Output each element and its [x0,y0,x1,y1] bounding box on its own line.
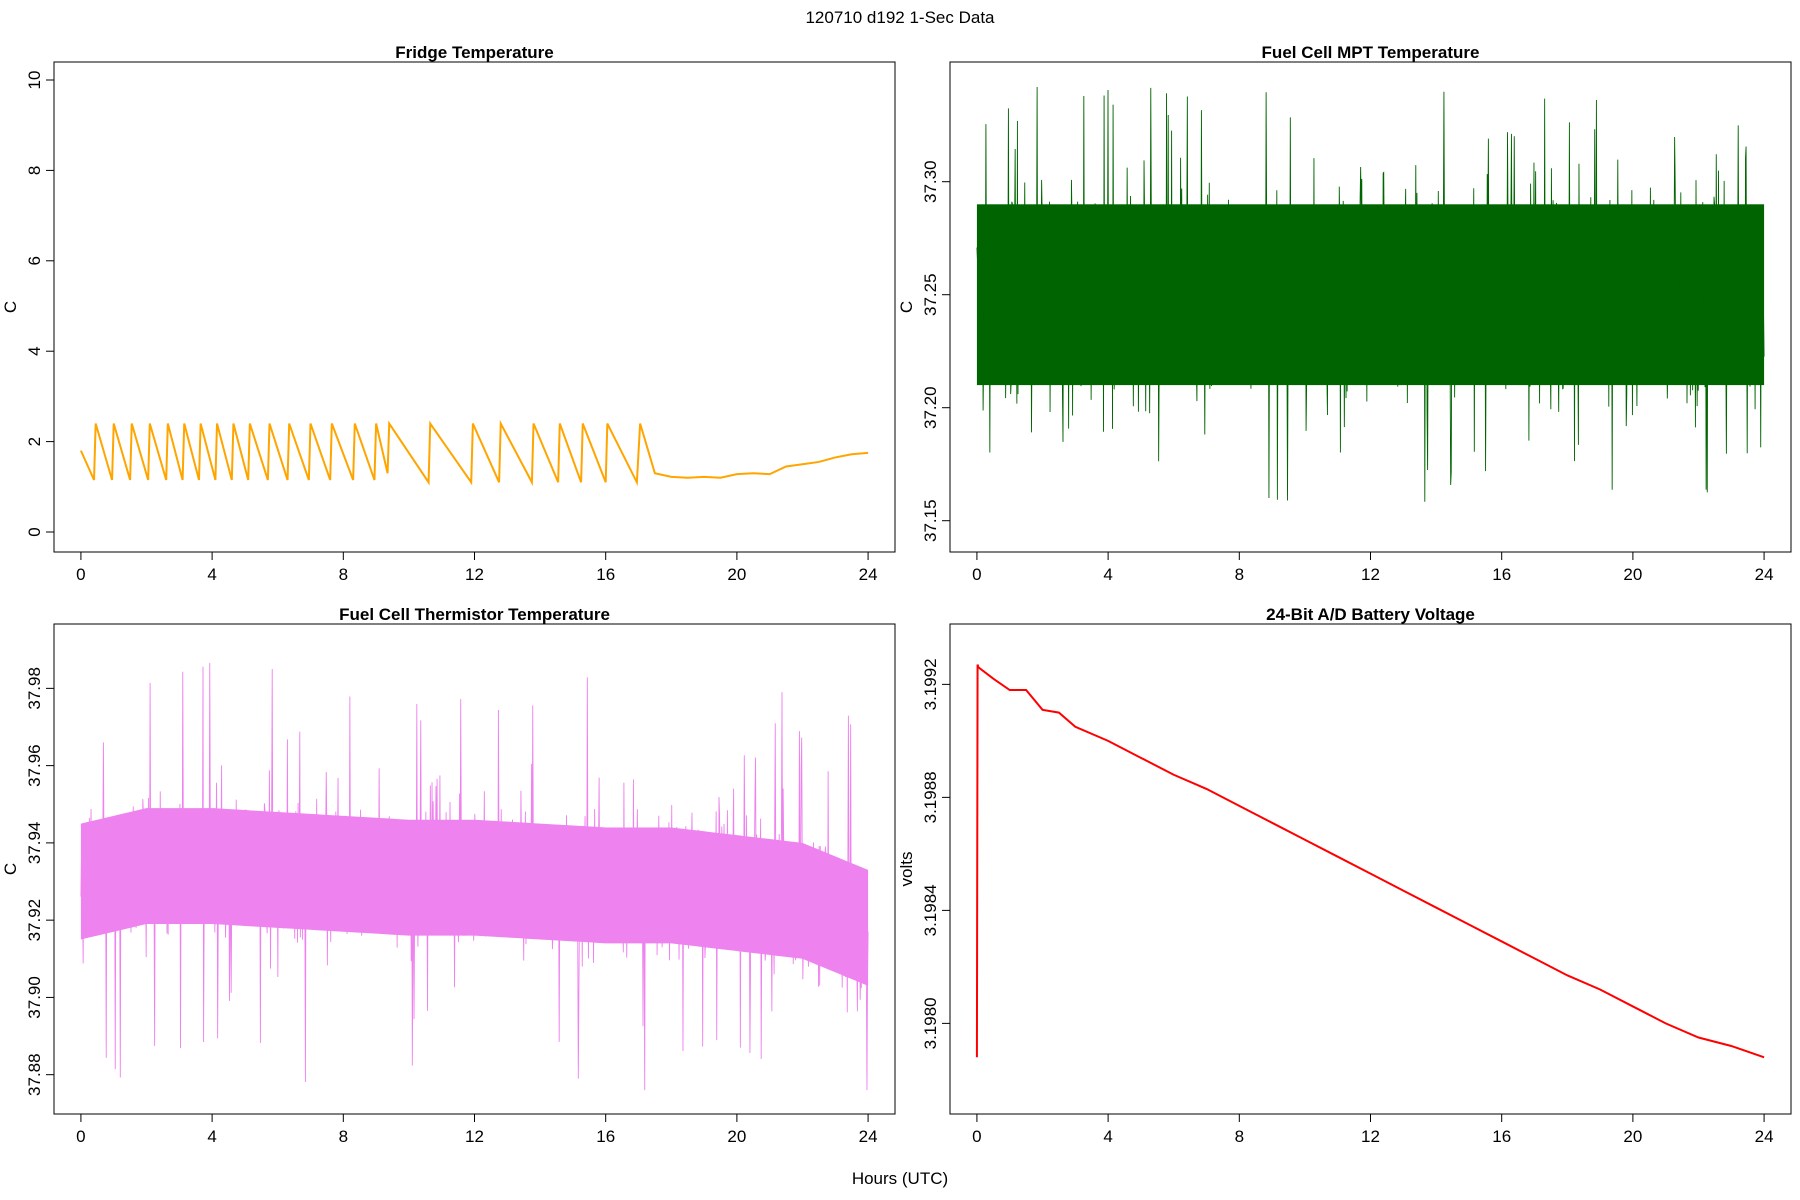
x-tick-label: 24 [859,565,878,584]
x-tick-label: 16 [596,565,615,584]
figure-title: 120710 d192 1-Sec Data [805,8,995,27]
x-tick-label: 0 [972,1127,981,1146]
plot-frame [949,623,1792,1115]
x-tick-label: 0 [76,565,85,584]
series-line [79,419,869,487]
y-tick-label: 37.25 [921,273,940,316]
y-axis-label: volts [897,852,916,887]
series-line [976,86,1765,502]
figure-xlabel: Hours (UTC) [852,1169,948,1188]
x-tick-label: 24 [1755,1127,1774,1146]
y-axis-label: C [897,301,916,313]
x-tick-label: 24 [859,1127,878,1146]
x-tick-label: 4 [207,1127,216,1146]
x-tick-label: 12 [1361,565,1380,584]
panel-title: Fuel Cell Thermistor Temperature [339,605,610,624]
y-tick-label: 37.94 [25,822,44,865]
y-tick-label: 4 [25,346,44,355]
x-tick-label: 12 [465,1127,484,1146]
y-tick-label: 6 [25,256,44,265]
panel-title: 24-Bit A/D Battery Voltage [1266,605,1475,624]
y-tick-label: 37.92 [25,899,44,942]
x-tick-label: 8 [339,1127,348,1146]
x-tick-label: 20 [727,1127,746,1146]
y-tick-label: 3.1984 [921,884,940,936]
x-tick-label: 24 [1755,565,1774,584]
y-axis-label: C [1,301,20,313]
x-tick-label: 8 [1235,1127,1244,1146]
x-tick-label: 4 [207,565,216,584]
x-tick-label: 8 [1235,565,1244,584]
x-tick-label: 12 [465,565,484,584]
y-tick-label: 37.20 [921,386,940,429]
y-tick-label: 37.90 [25,976,44,1019]
x-tick-label: 20 [1623,1127,1642,1146]
y-tick-label: 3.1992 [921,658,940,710]
series-line [80,662,869,1091]
x-tick-label: 20 [727,565,746,584]
y-tick-label: 37.88 [25,1053,44,1096]
x-tick-label: 0 [972,565,981,584]
y-tick-label: 10 [25,71,44,90]
panel-title: Fuel Cell MPT Temperature [1262,43,1480,62]
y-tick-label: 37.98 [25,667,44,710]
x-tick-label: 12 [1361,1127,1380,1146]
y-tick-label: 37.15 [921,499,940,542]
y-axis-label: C [1,863,20,875]
y-tick-label: 8 [25,166,44,175]
y-tick-label: 37.30 [921,160,940,203]
plot-frame [53,61,896,553]
panel-2: Fuel Cell MPT Temperature C 0 4 8 12 16 20 24 37.… [897,43,1792,584]
panel-3: Fuel Cell Thermistor Temperature C 0 4 8 12 16… [1,605,896,1146]
x-tick-label: 16 [596,1127,615,1146]
y-tick-label: 3.1988 [921,771,940,823]
x-tick-label: 4 [1103,1127,1112,1146]
panel-4: 24-Bit A/D Battery Voltage volts 0 4 8 12 16 20… [897,605,1792,1146]
x-tick-label: 20 [1623,565,1642,584]
x-tick-label: 16 [1492,565,1511,584]
x-tick-label: 4 [1103,565,1112,584]
panel-title: Fridge Temperature [395,43,553,62]
x-tick-label: 0 [76,1127,85,1146]
y-tick-label: 0 [25,527,44,536]
y-tick-label: 3.1980 [921,997,940,1049]
x-tick-label: 8 [339,565,348,584]
x-tick-label: 16 [1492,1127,1511,1146]
y-tick-label: 37.96 [25,744,44,787]
y-tick-label: 2 [25,437,44,446]
series-line [975,664,1765,1059]
